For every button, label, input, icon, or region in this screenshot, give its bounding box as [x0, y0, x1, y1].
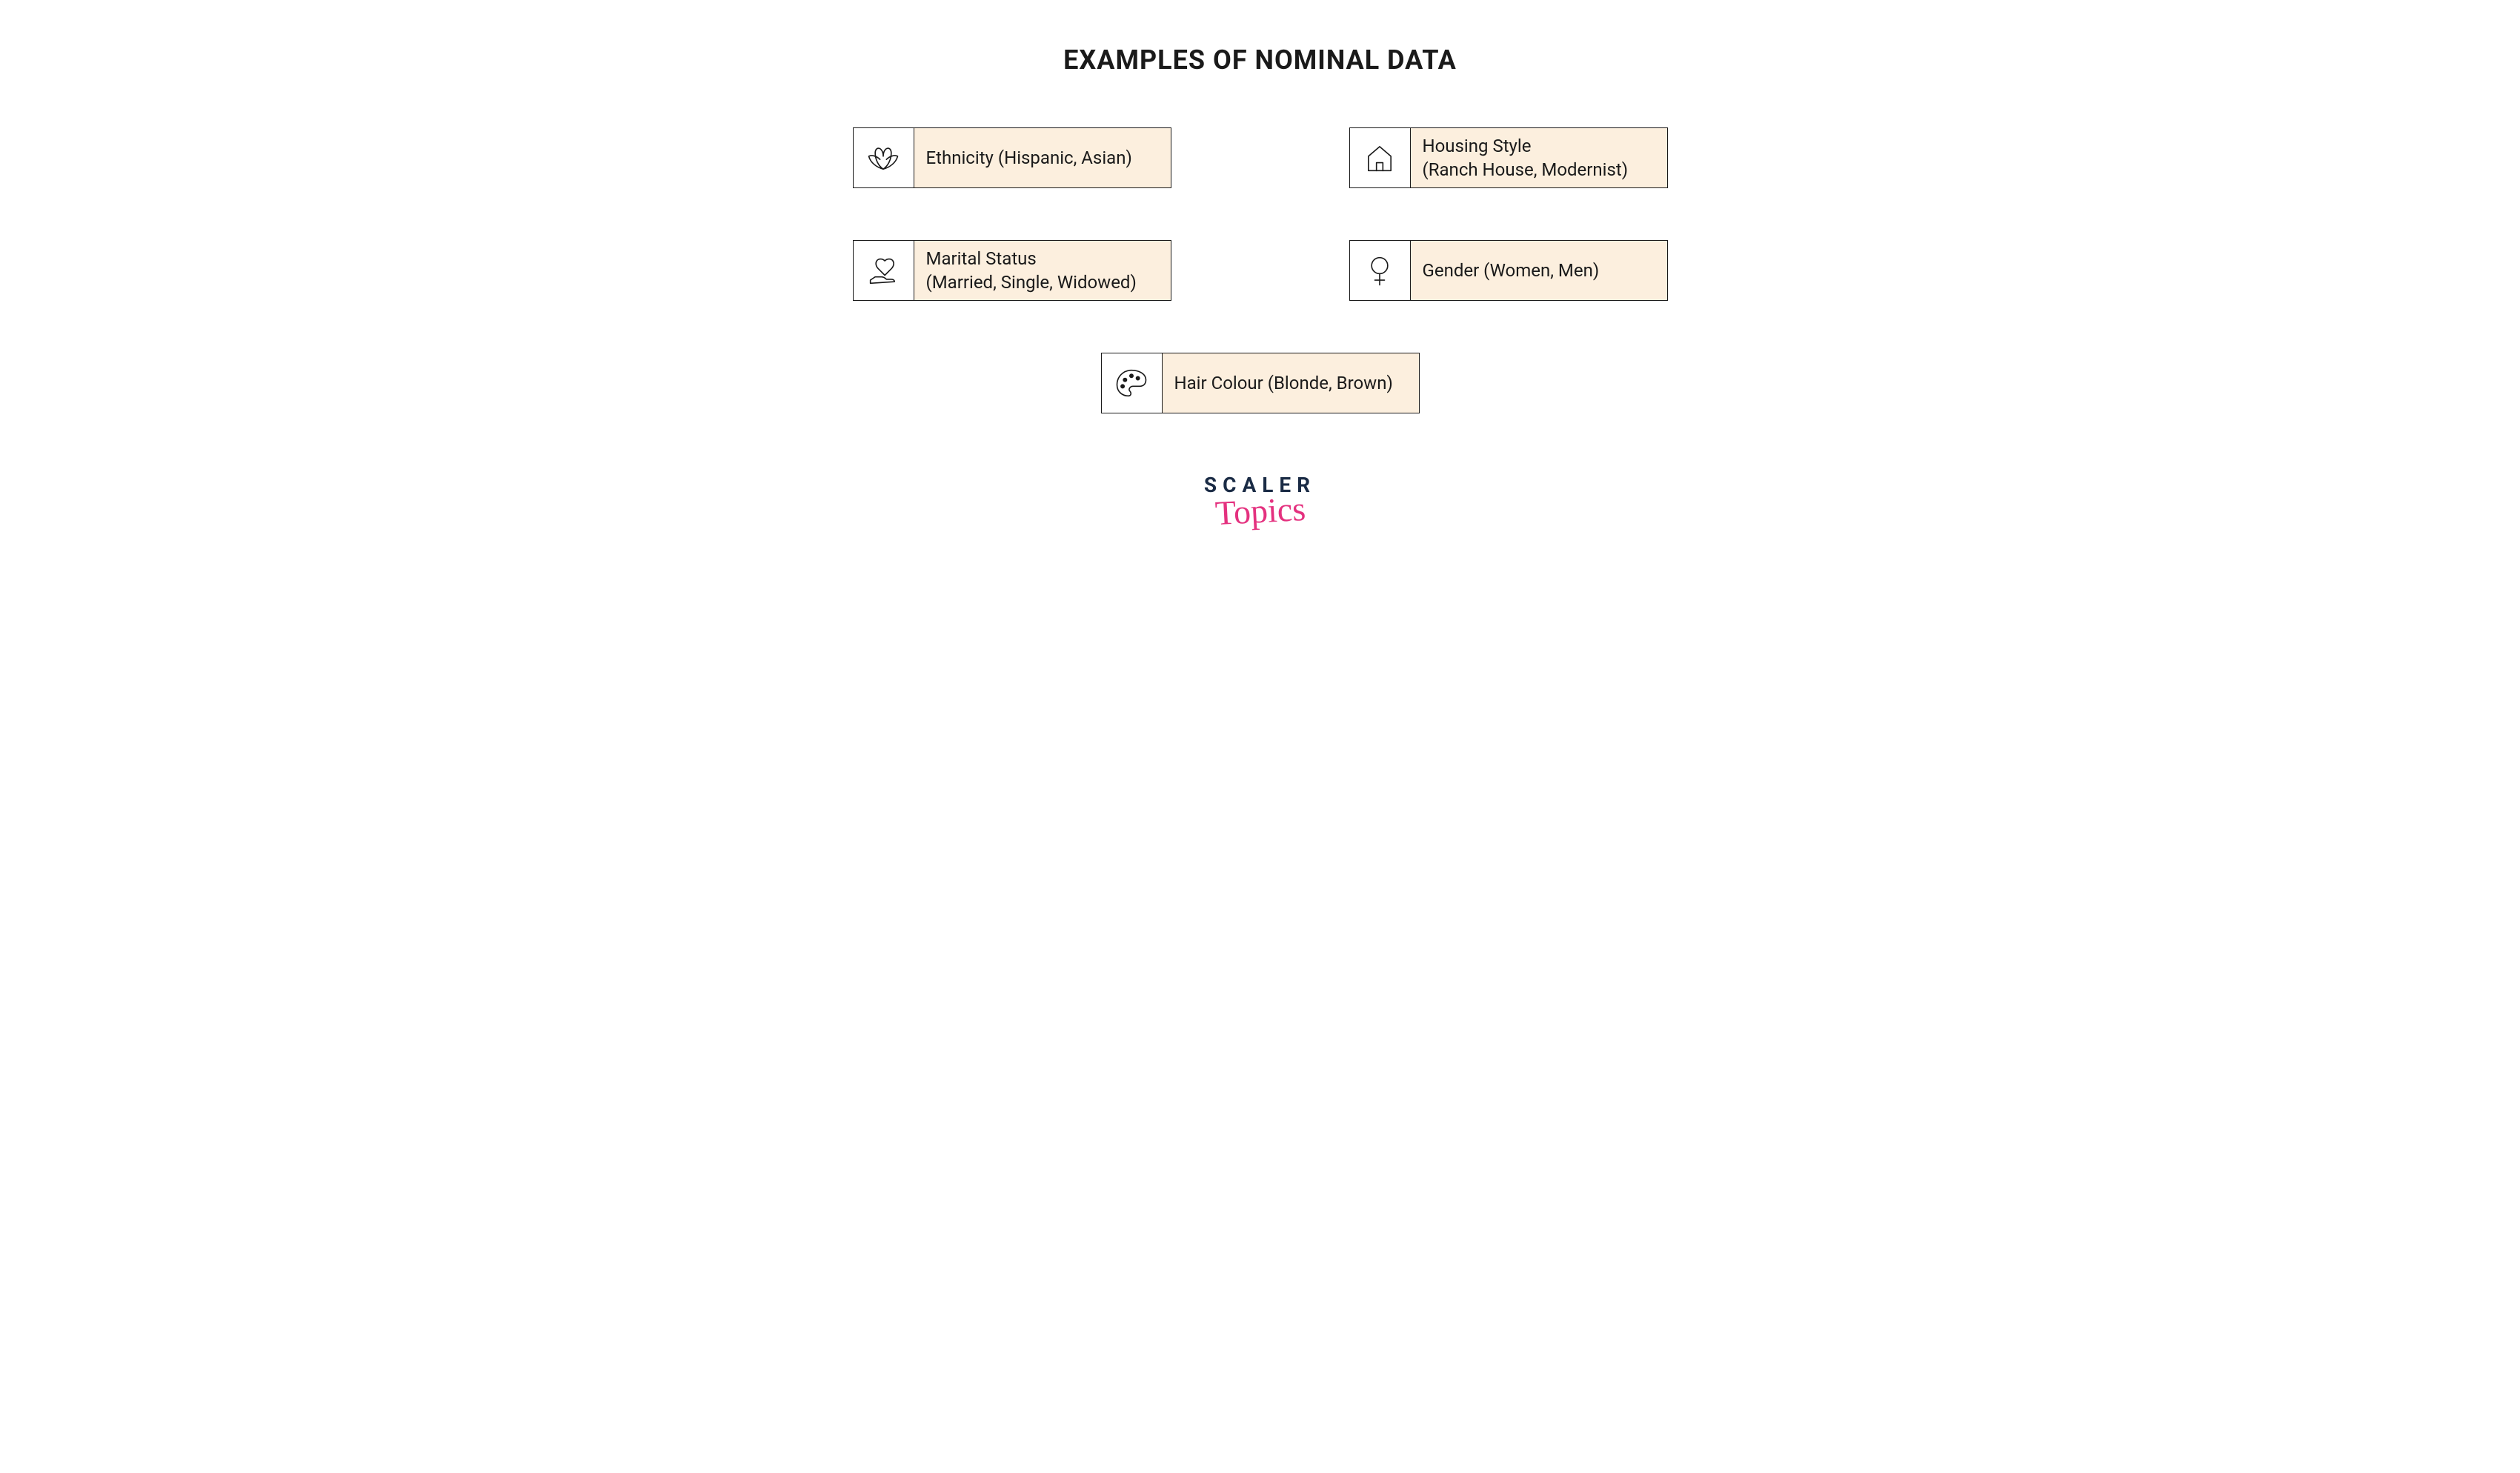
page-title: EXAMPLES OF NOMINAL DATA [1063, 44, 1457, 76]
label-line1: Ethnicity (Hispanic, Asian) [926, 146, 1132, 170]
card-label: Gender (Women, Men) [1423, 259, 1600, 282]
house-icon [1350, 128, 1411, 187]
label-line1: Hair Colour (Blonde, Brown) [1174, 371, 1393, 395]
card-label: Housing Style (Ranch House, Modernist) [1423, 134, 1629, 182]
label-line1: Housing Style [1423, 134, 1629, 158]
label-line2: (Married, Single, Widowed) [926, 270, 1137, 294]
card-marital: Marital Status (Married, Single, Widowed… [853, 240, 1171, 301]
row-2: Marital Status (Married, Single, Widowed… [853, 240, 1668, 301]
scaler-logo: SCALER Topics [1204, 473, 1316, 531]
card-label: Hair Colour (Blonde, Brown) [1174, 371, 1393, 395]
card-label: Marital Status (Married, Single, Widowed… [926, 247, 1137, 295]
card-housing: Housing Style (Ranch House, Modernist) [1349, 127, 1668, 188]
card-gender: Gender (Women, Men) [1349, 240, 1668, 301]
row-3: Hair Colour (Blonde, Brown) [853, 353, 1668, 413]
label-line1: Marital Status [926, 247, 1137, 270]
label-box: Hair Colour (Blonde, Brown) [1163, 353, 1419, 413]
label-box: Gender (Women, Men) [1411, 241, 1667, 300]
label-box: Ethnicity (Hispanic, Asian) [914, 128, 1171, 187]
palette-icon [1102, 353, 1163, 413]
label-box: Marital Status (Married, Single, Widowed… [914, 241, 1171, 300]
card-ethnicity: Ethnicity (Hispanic, Asian) [853, 127, 1171, 188]
heart-hand-icon [854, 241, 914, 300]
label-line2: (Ranch House, Modernist) [1423, 158, 1629, 182]
label-box: Housing Style (Ranch House, Modernist) [1411, 128, 1667, 187]
gender-icon [1350, 241, 1411, 300]
cards-grid: Ethnicity (Hispanic, Asian) Housing Styl… [853, 127, 1668, 413]
card-hair-colour: Hair Colour (Blonde, Brown) [1101, 353, 1420, 413]
card-label: Ethnicity (Hispanic, Asian) [926, 146, 1132, 170]
label-line1: Gender (Women, Men) [1423, 259, 1600, 282]
lotus-icon [854, 128, 914, 187]
logo-line2: Topics [1214, 489, 1306, 533]
row-1: Ethnicity (Hispanic, Asian) Housing Styl… [853, 127, 1668, 188]
